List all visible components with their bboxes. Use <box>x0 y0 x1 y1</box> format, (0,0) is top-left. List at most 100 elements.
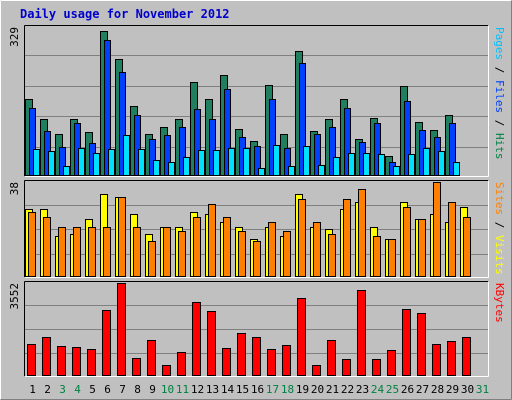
x-tick-label: 12 <box>191 383 204 396</box>
bar-files-day-13 <box>209 119 216 176</box>
bar-pages-day-18 <box>288 166 295 176</box>
legend-label: / <box>493 60 506 80</box>
bar-files-day-11 <box>179 127 186 176</box>
bar-pages-day-12 <box>198 150 205 176</box>
bar-files-day-10 <box>164 135 171 176</box>
bar-sites-day-7 <box>118 197 126 277</box>
bar-files-day-8 <box>134 115 141 176</box>
legend-label: KBytes <box>493 283 506 323</box>
bar-sites-day-15 <box>238 231 246 277</box>
bar-sites-day-21 <box>328 234 336 277</box>
bar-files-day-3 <box>59 147 66 176</box>
bar-pages-day-24 <box>378 154 385 176</box>
bar-files-day-24 <box>374 123 381 176</box>
bar-pages-day-4 <box>78 148 85 176</box>
x-tick-label: 13 <box>206 383 219 396</box>
x-tick-label: 4 <box>74 383 81 396</box>
x-tick-label: 26 <box>401 383 414 396</box>
bar-sites-day-8 <box>133 227 141 277</box>
x-tick-label: 31 <box>476 383 489 396</box>
bar-files-day-9 <box>149 139 156 176</box>
bar-kbytes-day-9 <box>147 340 156 376</box>
x-tick-label: 7 <box>119 383 126 396</box>
bar-sites-day-14 <box>223 217 231 277</box>
bar-files-day-16 <box>254 146 261 176</box>
legend-label: Pages <box>493 27 506 60</box>
legend-label: Visits <box>493 235 506 275</box>
bar-kbytes-day-19 <box>297 298 306 376</box>
bar-sites-day-4 <box>73 227 81 277</box>
bar-files-day-6 <box>104 40 111 176</box>
bar-pages-day-7 <box>123 135 130 176</box>
bar-pages-day-20 <box>318 165 325 176</box>
bar-pages-day-6 <box>108 149 115 176</box>
x-tick-label: 5 <box>89 383 96 396</box>
bar-kbytes-day-25 <box>387 350 396 376</box>
bar-kbytes-day-22 <box>342 359 351 376</box>
y-max-label: 3552 <box>8 283 21 310</box>
series-sites <box>28 182 471 277</box>
bar-files-day-19 <box>299 63 306 176</box>
bar-sites-day-28 <box>433 182 441 277</box>
series-files <box>29 40 456 176</box>
bar-kbytes-day-18 <box>282 345 291 376</box>
bar-pages-day-22 <box>348 153 355 176</box>
bar-kbytes-day-8 <box>132 358 141 376</box>
bar-kbytes-day-28 <box>432 344 441 376</box>
bar-sites-day-13 <box>208 204 216 277</box>
x-tick-label: 30 <box>461 383 474 396</box>
bar-kbytes-day-30 <box>462 337 471 376</box>
bar-sites-day-27 <box>418 219 426 277</box>
bar-pages-day-15 <box>243 148 250 176</box>
bar-files-day-1 <box>29 108 36 176</box>
bar-files-day-22 <box>344 108 351 176</box>
bar-sites-day-18 <box>283 231 291 277</box>
bar-kbytes-day-11 <box>177 352 186 376</box>
bar-pages-day-27 <box>423 148 430 176</box>
bar-sites-day-29 <box>448 202 456 277</box>
bar-sites-day-3 <box>58 227 66 277</box>
bar-files-day-29 <box>449 123 456 176</box>
bar-kbytes-day-23 <box>357 290 366 376</box>
bar-files-day-17 <box>269 99 276 176</box>
bar-pages-day-8 <box>138 149 145 176</box>
bar-sites-day-12 <box>193 217 201 277</box>
bar-pages-day-2 <box>48 151 55 176</box>
x-tick-label: 6 <box>104 383 111 396</box>
x-tick-label: 3 <box>59 383 66 396</box>
x-tick-label: 14 <box>221 383 235 396</box>
series-legend: Sites / Visits <box>493 182 506 275</box>
x-tick-label: 15 <box>236 383 249 396</box>
x-tick-label: 10 <box>161 383 174 396</box>
bar-files-day-20 <box>314 134 321 176</box>
x-tick-label: 9 <box>149 383 156 396</box>
bar-pages-day-29 <box>453 162 460 176</box>
bar-pages-day-1 <box>33 149 40 176</box>
panel-3: 3552 KBytes <box>8 281 506 377</box>
bar-files-day-21 <box>329 127 336 176</box>
series-kbytes <box>27 283 471 376</box>
x-tick-label: 22 <box>341 383 354 396</box>
bar-sites-day-23 <box>358 189 366 277</box>
bar-kbytes-day-24 <box>372 359 381 376</box>
bar-sites-day-9 <box>148 241 156 277</box>
x-axis-ticks: 1 2 3 4 5 6 7 8 9 10 11 12 13 14 15 16 17 18 19 20 21 22 23 24 2… <box>29 383 489 396</box>
bar-kbytes-day-21 <box>327 340 336 376</box>
bar-pages-day-13 <box>213 150 220 176</box>
bar-kbytes-day-6 <box>102 310 111 376</box>
y-max-label: 329 <box>8 27 21 47</box>
x-tick-label: 25 <box>386 383 399 396</box>
bar-sites-day-19 <box>298 199 306 277</box>
bar-files-day-7 <box>119 72 126 176</box>
bar-kbytes-day-10 <box>162 365 171 376</box>
bar-kbytes-day-20 <box>312 365 321 376</box>
bar-sites-day-1 <box>28 212 36 277</box>
bar-pages-day-28 <box>438 151 445 176</box>
bar-sites-day-5 <box>88 227 96 277</box>
chart-title: Daily usage for November 2012 <box>20 7 230 21</box>
x-tick-label: 29 <box>446 383 459 396</box>
x-tick-label: 23 <box>356 383 369 396</box>
bar-pages-day-17 <box>273 145 280 176</box>
bar-sites-day-6 <box>103 227 111 277</box>
